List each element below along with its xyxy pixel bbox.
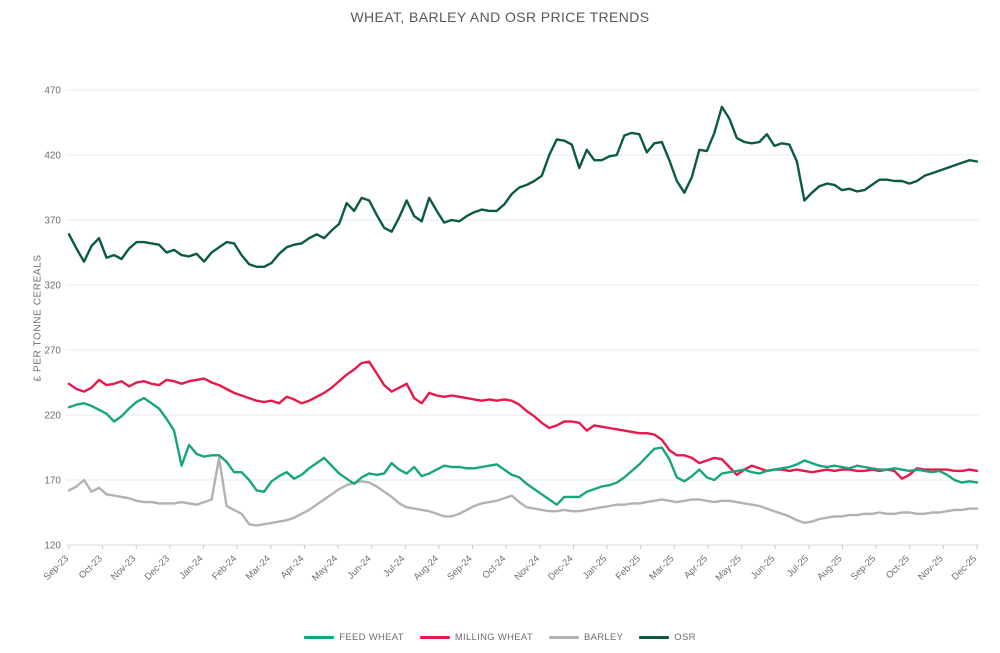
series-line-barley: [67, 456, 979, 527]
x-tick-label: Oct-23: [77, 553, 105, 581]
legend-label: FEED WHEAT: [339, 632, 404, 643]
x-tick-label: Mar-25: [647, 553, 676, 582]
x-tick-label: Jun-24: [345, 553, 373, 581]
x-tick-label: Aug-25: [815, 553, 844, 582]
legend-item-milling-wheat[interactable]: MILLING WHEAT: [419, 632, 533, 643]
legend-swatch: [304, 636, 335, 639]
x-tick-label: Oct-24: [480, 553, 508, 581]
x-tick-label: Mar-24: [244, 553, 273, 582]
x-tick-label: Dec-23: [143, 553, 172, 582]
x-tick-label: Jul-24: [381, 553, 407, 579]
x-tick-label: Jan-24: [177, 553, 205, 581]
legend-swatch: [548, 636, 579, 639]
legend-label: MILLING WHEAT: [454, 632, 533, 643]
x-tick-label: Jan-25: [581, 553, 609, 581]
x-tick-label: Dec-25: [950, 553, 979, 582]
x-tick-label: Jul-25: [785, 553, 811, 579]
y-tick-label: 470: [44, 86, 61, 97]
x-tick-label: Feb-24: [210, 553, 239, 582]
y-tick-label: 320: [44, 281, 61, 292]
series-line-osr: [67, 105, 979, 268]
chart-title: WHEAT, BARLEY AND OSR PRICE TRENDS: [350, 9, 650, 25]
x-tick-label: Sep-25: [849, 553, 878, 582]
x-tick-label: Sep-24: [445, 553, 474, 582]
x-tick-label: Oct-25: [884, 553, 912, 581]
x-tick-label: May-24: [310, 553, 340, 583]
x-tick-label: Nov-25: [916, 553, 945, 582]
x-tick-label: Sep-23: [42, 553, 71, 582]
series-line-feed-wheat: [67, 396, 979, 506]
chart-legend: FEED WHEAT MILLING WHEAT BARLEY OSR: [0, 632, 1000, 643]
legend-item-barley[interactable]: BARLEY: [548, 632, 624, 643]
legend-item-osr[interactable]: OSR: [639, 632, 696, 643]
x-tick-label: Jun-25: [749, 553, 777, 581]
y-tick-label: 420: [44, 151, 61, 162]
y-tick-label: 120: [44, 541, 61, 552]
x-tick-label: May-25: [714, 553, 744, 583]
x-tick-label: Nov-24: [513, 553, 542, 582]
x-tick-label: Nov-23: [109, 553, 138, 582]
y-tick-label: 270: [44, 346, 61, 357]
legend-label: BARLEY: [583, 632, 624, 643]
x-tick-label: Feb-25: [614, 553, 643, 582]
series-line-milling-wheat: [67, 360, 979, 480]
y-tick-label: 170: [44, 476, 61, 487]
y-tick-label: 220: [44, 411, 61, 422]
x-tick-label: Apr-25: [682, 553, 710, 581]
x-tick-label: Dec-24: [546, 553, 575, 582]
x-tick-label: Aug-24: [412, 553, 441, 582]
legend-label: OSR: [674, 632, 696, 643]
legend-item-feed-wheat[interactable]: FEED WHEAT: [304, 632, 404, 643]
legend-swatch: [639, 636, 670, 639]
x-tick-label: Apr-24: [279, 553, 307, 581]
legend-swatch: [419, 636, 450, 639]
y-tick-label: 370: [44, 216, 61, 227]
